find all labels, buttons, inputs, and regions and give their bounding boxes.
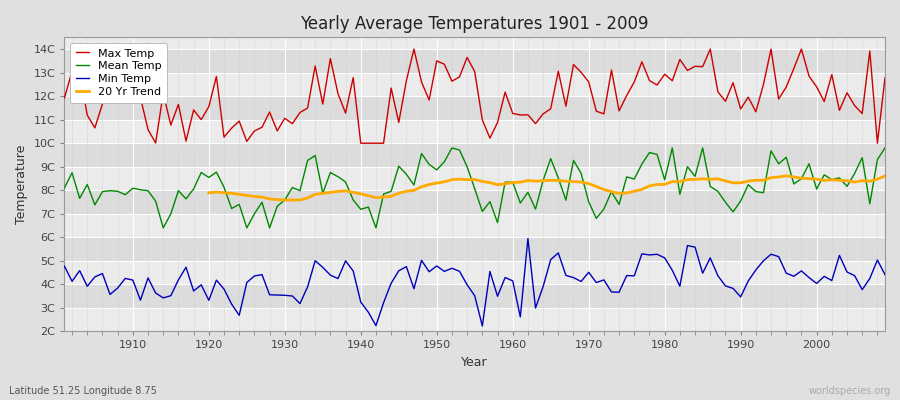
Max Temp xyxy=(879,76,890,80)
Mean Temp xyxy=(294,188,305,193)
Line: Max Temp: Max Temp xyxy=(65,49,885,143)
Line: 20 Yr Trend: 20 Yr Trend xyxy=(209,176,885,200)
Line: Min Temp: Min Temp xyxy=(65,239,885,326)
Bar xyxy=(65,214,885,237)
Mean Temp xyxy=(614,202,625,207)
Max Temp xyxy=(120,73,130,78)
Mean Temp xyxy=(446,146,457,150)
Bar xyxy=(65,308,885,332)
Max Temp xyxy=(523,112,534,117)
Mean Temp xyxy=(158,226,168,230)
20 Yr Trend xyxy=(302,196,313,200)
Bar xyxy=(65,284,885,308)
X-axis label: Year: Year xyxy=(462,356,488,369)
Mean Temp xyxy=(879,146,890,150)
Bar xyxy=(65,73,885,96)
20 Yr Trend xyxy=(773,174,784,179)
Bar xyxy=(65,96,885,120)
Text: Latitude 51.25 Longitude 8.75: Latitude 51.25 Longitude 8.75 xyxy=(9,386,157,396)
Max Temp xyxy=(409,47,419,52)
Min Temp xyxy=(287,294,298,298)
Bar xyxy=(65,237,885,261)
Mean Temp xyxy=(523,190,534,195)
Bar xyxy=(65,49,885,73)
Text: worldspecies.org: worldspecies.org xyxy=(809,386,891,396)
20 Yr Trend xyxy=(416,184,427,189)
Bar xyxy=(65,190,885,214)
Max Temp xyxy=(59,96,70,100)
20 Yr Trend xyxy=(682,177,693,182)
Bar xyxy=(65,120,885,143)
Bar xyxy=(65,143,885,167)
Min Temp xyxy=(879,272,890,277)
Mean Temp xyxy=(120,192,130,197)
Mean Temp xyxy=(340,180,351,184)
Mean Temp xyxy=(515,201,526,206)
Line: Mean Temp: Mean Temp xyxy=(65,148,885,228)
Max Temp xyxy=(614,108,625,113)
Bar xyxy=(65,261,885,284)
Min Temp xyxy=(614,290,625,295)
Max Temp xyxy=(356,141,366,146)
Max Temp xyxy=(287,121,298,126)
20 Yr Trend xyxy=(796,176,806,180)
20 Yr Trend xyxy=(279,198,290,202)
Max Temp xyxy=(333,91,344,96)
20 Yr Trend xyxy=(203,190,214,195)
Min Temp xyxy=(120,276,130,281)
Mean Temp xyxy=(59,185,70,190)
Min Temp xyxy=(508,278,518,283)
Y-axis label: Temperature: Temperature xyxy=(15,145,28,224)
Legend: Max Temp, Mean Temp, Min Temp, 20 Yr Trend: Max Temp, Mean Temp, Min Temp, 20 Yr Tre… xyxy=(70,43,167,103)
20 Yr Trend xyxy=(879,174,890,178)
Min Temp xyxy=(523,236,534,241)
Min Temp xyxy=(59,264,70,268)
Min Temp xyxy=(515,314,526,319)
Title: Yearly Average Temperatures 1901 - 2009: Yearly Average Temperatures 1901 - 2009 xyxy=(301,15,649,33)
20 Yr Trend xyxy=(864,179,875,184)
Min Temp xyxy=(333,276,344,281)
20 Yr Trend xyxy=(781,174,792,178)
Min Temp xyxy=(477,324,488,328)
Bar xyxy=(65,167,885,190)
Max Temp xyxy=(515,112,526,117)
